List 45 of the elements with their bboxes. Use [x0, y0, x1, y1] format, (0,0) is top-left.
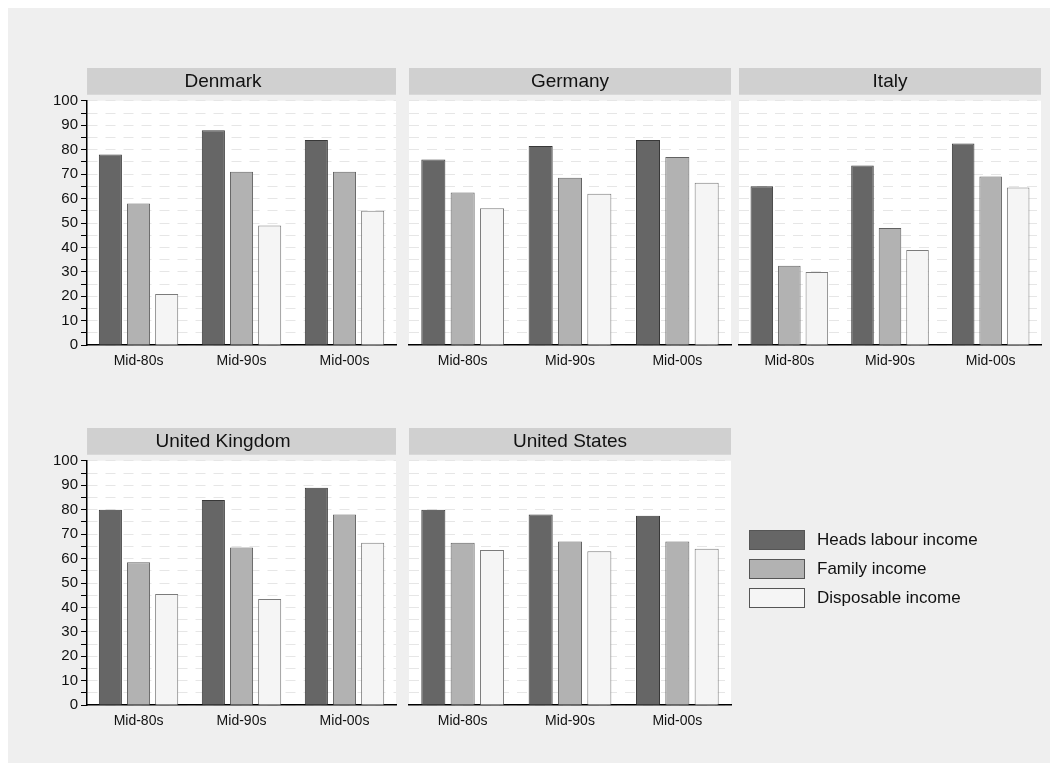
- y-tick-label: 20: [61, 286, 79, 304]
- y-tick-label: 10: [61, 310, 79, 328]
- y-tick-label: 80: [61, 139, 79, 157]
- x-tick-label: Mid-00s: [965, 352, 1016, 369]
- y-tick-label: 30: [61, 262, 79, 280]
- y-tick-label: 0: [69, 335, 79, 353]
- y-tick-label: 0: [69, 695, 79, 713]
- x-tick-label: Mid-80s: [113, 712, 164, 729]
- y-tick-label: 40: [61, 237, 79, 255]
- y-tick-label: 50: [61, 213, 79, 231]
- y-tick-label: 30: [61, 622, 79, 640]
- y-tick-label: 40: [61, 597, 79, 615]
- x-tick-label: Mid-90s: [545, 712, 595, 729]
- x-tick-label: Mid-90s: [865, 352, 915, 369]
- x-tick-label: Mid-00s: [319, 712, 370, 729]
- text: Disposable income: [817, 588, 961, 608]
- x-tick-label: Mid-80s: [764, 352, 815, 369]
- chart-title: Germany: [530, 69, 610, 91]
- legend-label: Heads labour income: [817, 530, 978, 550]
- x-tick-label: Mid-80s: [113, 352, 164, 369]
- y-tick-label: 90: [61, 115, 79, 133]
- y-tick-label: 80: [61, 499, 79, 517]
- x-tick-label: Mid-00s: [652, 712, 703, 729]
- y-tick-label: 10: [61, 670, 79, 688]
- x-tick-label: Mid-80s: [437, 352, 488, 369]
- y-tick-label: 70: [61, 164, 79, 182]
- x-tick-label: Mid-90s: [216, 352, 267, 369]
- x-tick-label: Mid-80s: [437, 712, 488, 729]
- y-tick-label: 50: [61, 573, 79, 591]
- y-tick-label: 100: [53, 90, 79, 108]
- y-tick-label: 60: [61, 188, 79, 206]
- y-tick-label: 70: [61, 524, 79, 542]
- legend-label: Family income: [817, 559, 927, 579]
- chart-title: United States: [512, 429, 628, 451]
- x-tick-label: Mid-00s: [319, 352, 370, 369]
- x-tick-label: Mid-90s: [216, 712, 267, 729]
- x-tick-label: Mid-90s: [545, 352, 595, 369]
- y-tick-label: 100: [53, 450, 79, 468]
- chart-title: Denmark: [184, 69, 263, 91]
- x-tick-label: Mid-00s: [652, 352, 703, 369]
- y-tick-label: 60: [61, 548, 79, 566]
- y-tick-label: 90: [61, 475, 79, 493]
- chart-title: United Kingdom: [155, 429, 291, 451]
- y-tick-label: 20: [61, 646, 79, 664]
- chart-title: Italy: [872, 69, 908, 91]
